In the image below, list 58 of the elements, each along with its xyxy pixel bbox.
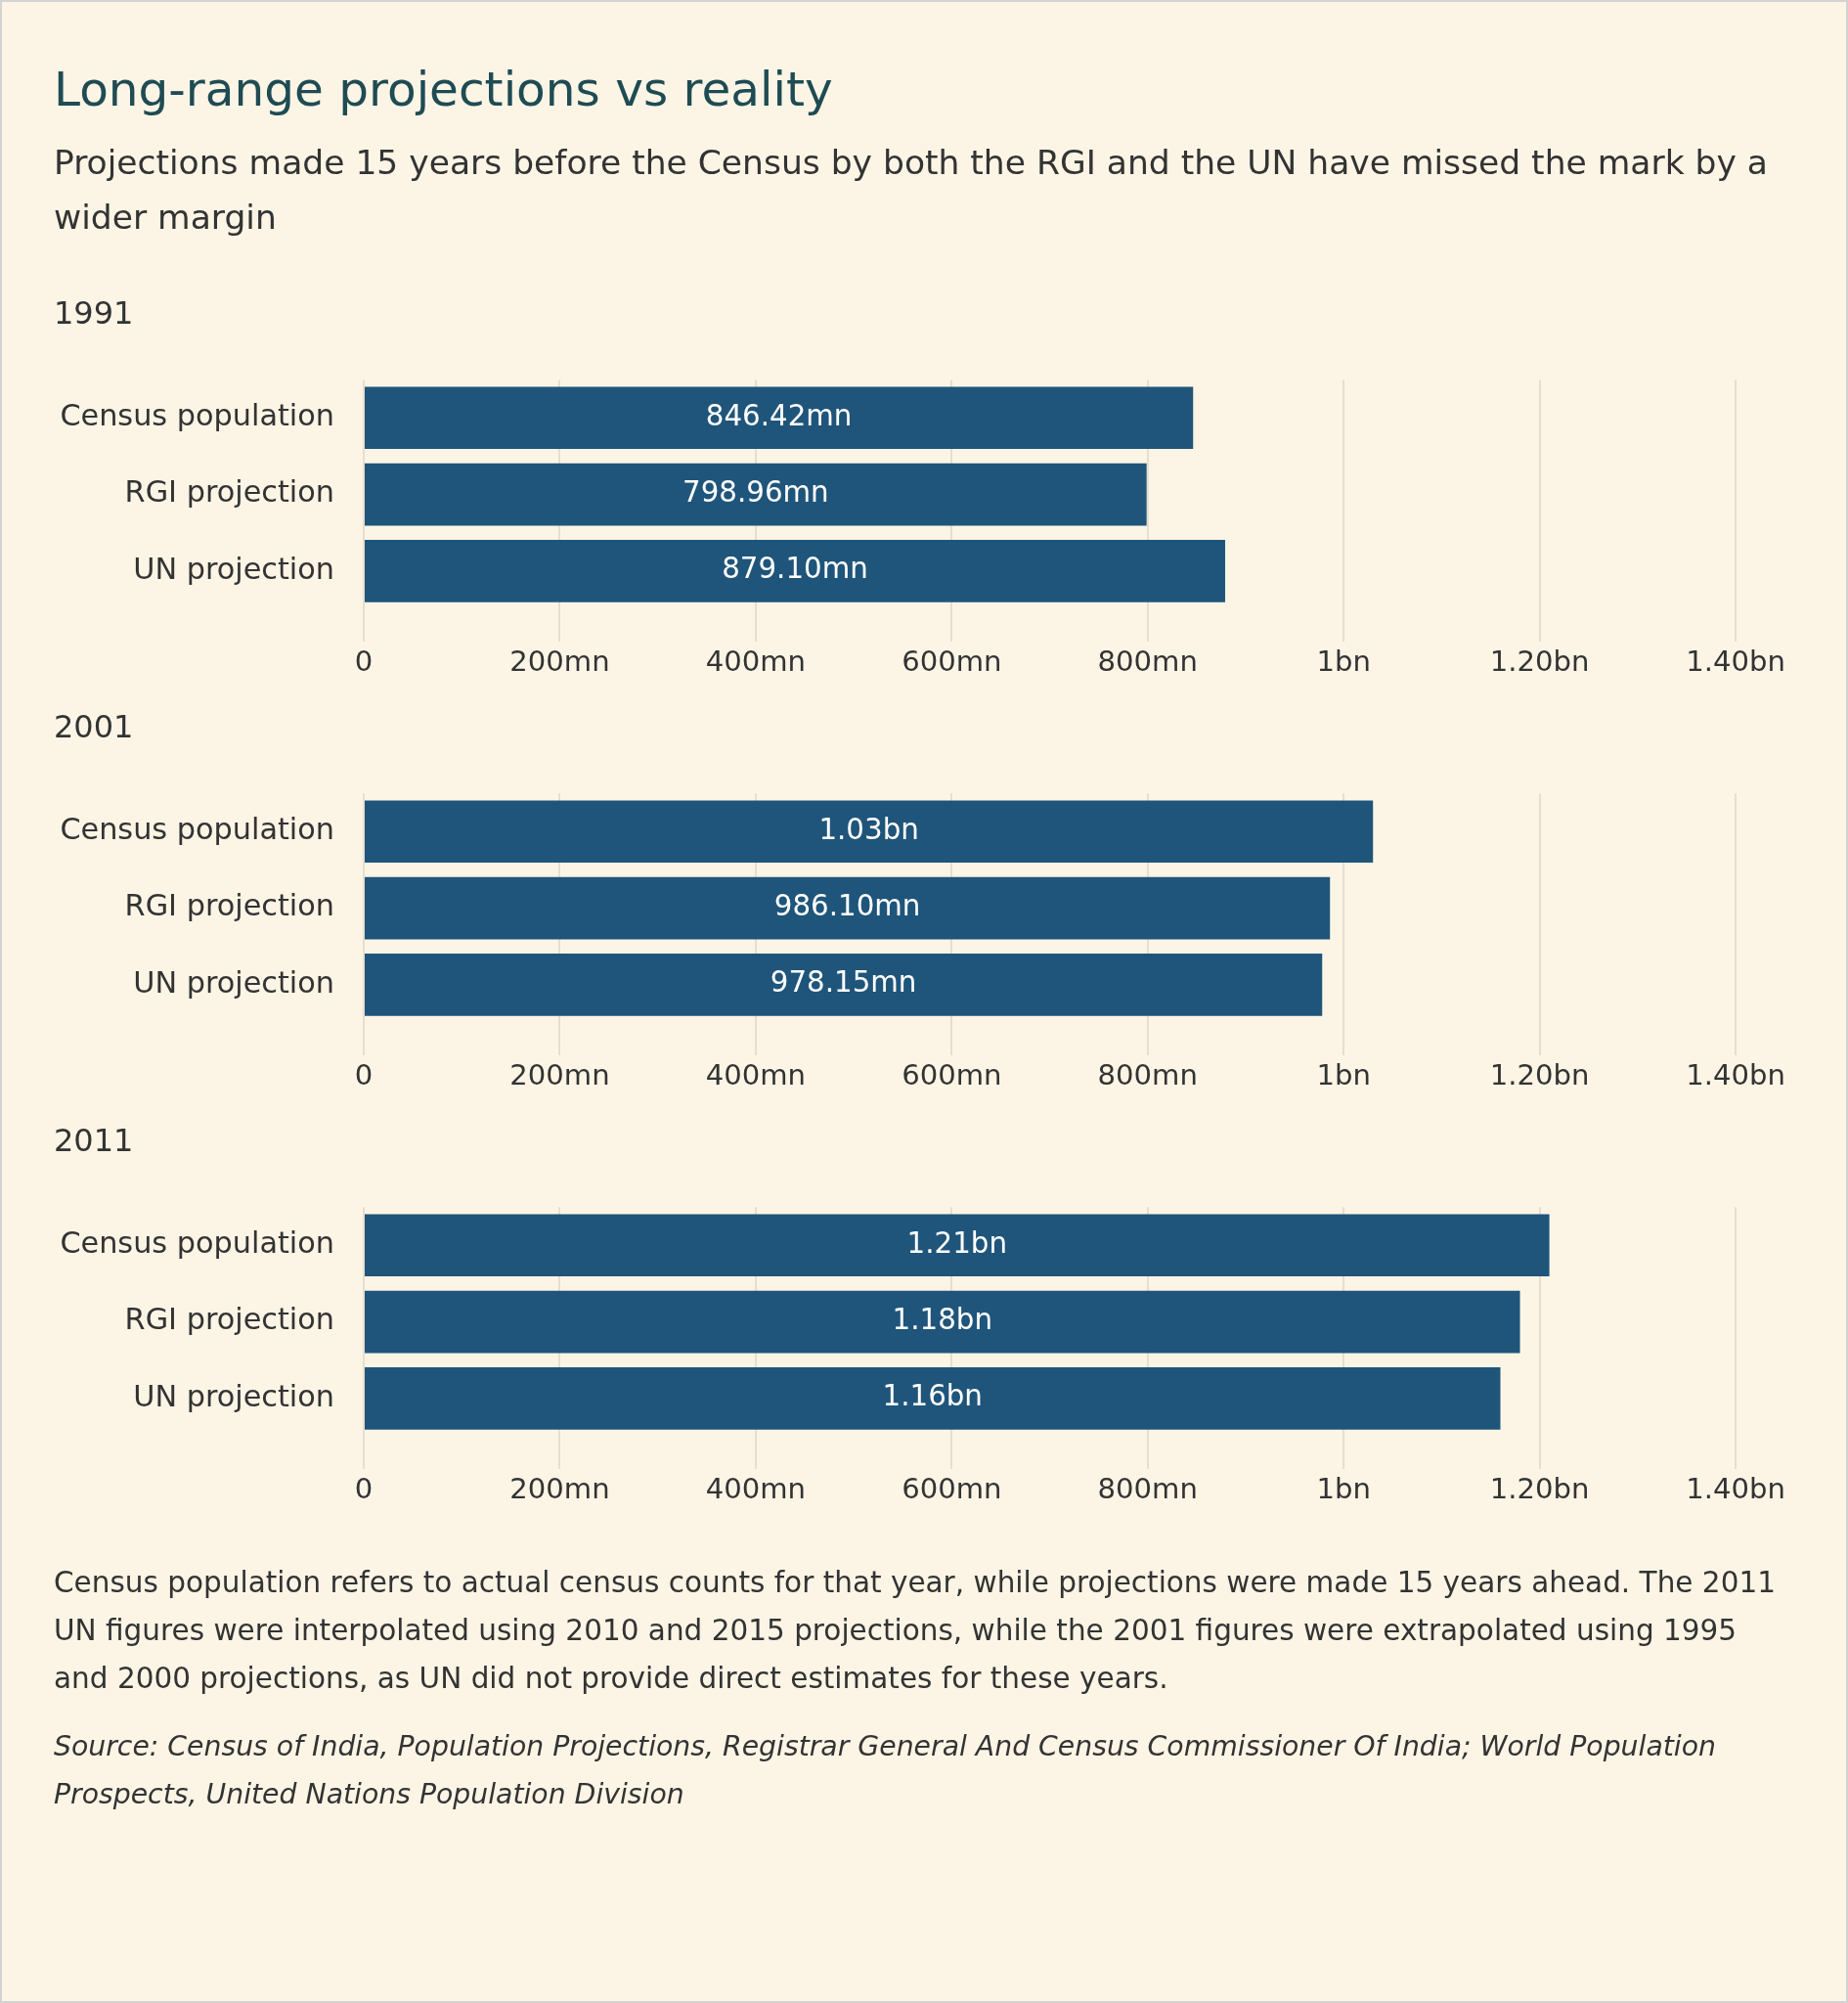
x-tick-label: 200mn (509, 645, 610, 679)
x-tick-label: 600mn (902, 1472, 1002, 1506)
x-tick-label: 1.20bn (1489, 645, 1590, 679)
x-tick-label: 1bn (1316, 645, 1371, 679)
x-tick-label: 0 (354, 645, 374, 679)
bar (365, 540, 1225, 602)
source-note: Source: Census of India, Population Projections, Registrar General And Census Commissioner Of India; World Population Prospects, United Nations Population Division (54, 1729, 1717, 1812)
bar (365, 1290, 1520, 1354)
text: Census population refers to actual census counts for that year, while projections were made 15 years ahead. The 2011 UN figures were interpolated using 2010 and 2015 projections, while the 2001 figures were extrapolated using 1995 and 2000 projections, as UN did not provide direct estimates for these years. (54, 1565, 1777, 1697)
y-tick-label: Census population (60, 1225, 334, 1261)
text: Long-range projections vs reality (54, 61, 834, 118)
data-label: 978.15mn (770, 965, 917, 1000)
x-tick-label: 800mn (1097, 1058, 1198, 1092)
x-tick-label: 400mn (705, 1058, 807, 1092)
y-tick-label: Census population (60, 398, 334, 433)
data-label: 1.16bn (882, 1379, 983, 1413)
x-tick-label: 200mn (509, 1058, 610, 1092)
y-tick-label: RGI projection (124, 888, 334, 923)
bar (365, 800, 1374, 864)
text: 2001 (54, 707, 135, 746)
x-tick-label: 1bn (1316, 1058, 1371, 1092)
y-tick-label: RGI projection (124, 1302, 334, 1337)
x-tick-label: 400mn (705, 645, 807, 679)
bar (365, 876, 1331, 940)
x-tick-label: 1.20bn (1489, 1058, 1590, 1092)
x-tick-label: 1.20bn (1489, 1472, 1590, 1506)
bar (365, 386, 1194, 450)
x-tick-label: 0 (354, 1472, 374, 1506)
bar (365, 1214, 1550, 1277)
x-tick-label: 600mn (902, 1058, 1002, 1092)
y-tick-label: Census population (60, 812, 334, 847)
y-tick-label: RGI projection (124, 474, 334, 510)
data-label: 1.18bn (892, 1303, 992, 1337)
x-tick-label: 200mn (509, 1472, 610, 1506)
x-tick-label: 0 (354, 1058, 374, 1092)
x-tick-label: 800mn (1097, 1472, 1198, 1506)
bar (365, 463, 1147, 526)
data-label: 798.96mn (682, 475, 829, 510)
x-tick-label: 1bn (1316, 1472, 1371, 1506)
text: Projections made 15 years before the Census by both the RGI and the UN have missed the mark by a wider margin (54, 142, 1769, 239)
bar (365, 954, 1323, 1016)
x-tick-label: 600mn (902, 645, 1002, 679)
data-label: 879.10mn (722, 552, 868, 586)
y-tick-label: UN projection (133, 964, 334, 1000)
text: 2011 (54, 1121, 135, 1160)
data-label: 846.42mn (705, 398, 853, 432)
bar (365, 1367, 1501, 1430)
x-tick-label: 1.40bn (1686, 1058, 1785, 1092)
x-tick-label: 1.40bn (1686, 645, 1785, 679)
y-tick-label: UN projection (133, 1378, 334, 1413)
x-tick-label: 400mn (705, 1472, 807, 1506)
x-tick-label: 1.40bn (1686, 1472, 1785, 1506)
text: 1991 (54, 293, 135, 333)
x-tick-label: 800mn (1097, 645, 1198, 679)
data-label: 1.21bn (906, 1225, 1007, 1260)
data-label: 1.03bn (818, 812, 919, 846)
y-tick-label: UN projection (133, 551, 334, 586)
data-label: 986.10mn (773, 889, 921, 923)
